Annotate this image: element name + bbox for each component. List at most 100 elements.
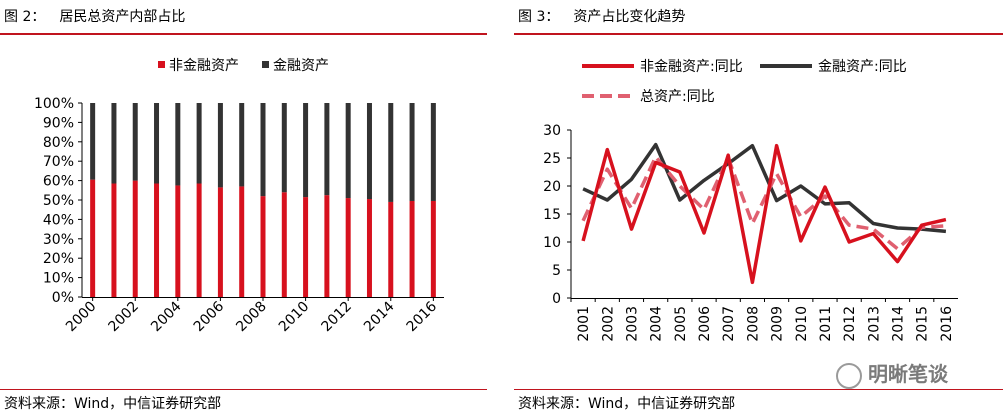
figure-2-title-text: 居民总资产内部占比 [59,9,186,25]
bar-non-financial-2006 [217,187,223,297]
bar-non-financial-2009 [281,192,287,297]
y-tick-label: 70% [43,154,74,170]
x-tick-label: 2008 [233,299,270,336]
bar-financial-2011 [324,103,330,196]
x-tick-label: 2014 [361,298,398,335]
legend-label-0: 非金融资产:同比 [640,59,743,75]
figure-2-bottom-rule [0,389,487,390]
y-tick-label: 20% [43,251,74,267]
series-line-2 [581,155,947,251]
bar-non-financial-2013 [366,199,372,297]
bar-financial-2013 [366,103,372,200]
y-tick-label: 80% [43,135,74,151]
y-tick-label: 5 [552,263,561,279]
y-tick-label: 60% [43,174,74,190]
y-tick-label: 90% [43,115,74,131]
bar-non-financial-2016 [430,200,436,297]
bar-non-financial-2014 [388,201,394,297]
bar-financial-2010 [303,103,309,198]
x-tick-label: 2012 [842,306,858,342]
y-tick-label: 30 [543,123,561,139]
y-tick-label: 40% [43,212,74,228]
bar-non-financial-2003 [154,183,160,297]
x-tick-label: 2009 [770,306,786,342]
series-line-1 [582,142,947,234]
bar-non-financial-2005 [196,183,202,297]
bar-financial-2000 [90,103,96,180]
bar-non-financial-2004 [175,185,181,297]
bar-financial-2009 [281,103,287,193]
bar-financial-2004 [175,103,181,186]
bar-non-financial-2007 [239,186,245,297]
bar-non-financial-2008 [260,196,266,297]
x-tick-label: 2002 [600,306,616,342]
bar-financial-2005 [196,103,202,184]
y-tick-label: 20 [543,179,561,195]
bar-non-financial-2000 [90,179,96,297]
figure-2-title: 图 2： 居民总资产内部占比 [4,6,185,26]
y-tick-label: 30% [43,232,74,248]
bar-financial-2016 [430,103,436,201]
bar-non-financial-2001 [111,183,117,297]
legend-label-financial: 金融资产 [273,58,329,74]
bar-financial-2003 [154,103,160,184]
x-tick-label: 2016 [404,298,441,335]
x-tick-label: 2004 [649,306,665,342]
watermark-text: 明晰笔谈 [868,362,948,386]
bar-non-financial-2015 [409,200,415,297]
x-tick-label: 2012 [318,299,355,336]
legend-swatch-non-financial [158,61,165,68]
x-tick-label: 2007 [721,306,737,342]
bar-non-financial-2011 [324,195,330,297]
wechat-icon [836,362,862,389]
figure-3-label: 图 3： [518,9,560,25]
x-tick-label: 2015 [915,306,931,342]
figure-2-panel: 图 2： 居民总资产内部占比 非金融资产 金融资产 0% 10% 20% 30% 40% 50%… [0,0,487,418]
x-tick-label: 2006 [191,298,228,335]
bar-non-financial-2002 [132,180,138,297]
x-tick-label: 2006 [697,306,713,342]
watermark: 明晰笔谈 [836,358,948,389]
figure-2-source: 资料来源：Wind，中信证券研究部 [4,396,222,412]
x-tick-label: 2001 [576,306,592,342]
y-tick-label: 10 [543,235,561,251]
bar-financial-2012 [345,103,351,199]
legend-swatch-financial [262,61,269,68]
figure-3-title-text: 资产占比变化趋势 [573,9,686,25]
y-tick-label: 100% [34,96,74,112]
y-tick-label: 0 [552,291,561,307]
y-tick-label: 0% [52,290,74,306]
legend-label-non-financial: 非金融资产 [169,58,239,74]
y-tick-label: 50% [43,193,74,209]
figure-2-label: 图 2： [4,9,46,25]
x-tick-label: 2005 [673,306,689,342]
bar-financial-2002 [132,103,138,181]
bar-financial-2015 [409,103,415,201]
figure-3-title: 图 3： 资产占比变化趋势 [518,6,685,26]
bar-non-financial-2012 [345,198,351,297]
series-line-0 [581,143,947,285]
legend-label-1: 金融资产:同比 [818,59,907,75]
figure-3-source: 资料来源：Wind，中信证券研究部 [518,396,736,412]
x-tick-label: 2008 [745,306,761,342]
y-tick-label: 25 [543,151,561,167]
x-tick-label: 2014 [891,306,907,342]
x-tick-label: 2010 [794,306,810,342]
figure-2-top-rule [0,33,487,35]
y-tick-label: 15 [543,207,561,223]
bar-non-financial-2010 [303,197,309,297]
bar-financial-2008 [260,103,266,197]
x-tick-label: 2013 [866,306,882,342]
x-tick-label: 2010 [276,299,313,336]
bar-financial-2007 [239,103,245,187]
x-tick-label: 2016 [939,306,955,342]
bar-financial-2001 [111,103,117,184]
y-tick-label: 10% [43,271,74,287]
figure-3-panel: 图 3： 资产占比变化趋势 非金融资产:同比 金融资产:同比总资产:同比 0 5 10 15… [514,0,1003,418]
bar-financial-2014 [388,103,394,202]
x-tick-label: 2003 [624,306,640,342]
legend-label-2: 总资产:同比 [640,89,715,105]
figure-3-top-rule [514,33,1003,35]
x-tick-label: 2004 [148,298,185,335]
